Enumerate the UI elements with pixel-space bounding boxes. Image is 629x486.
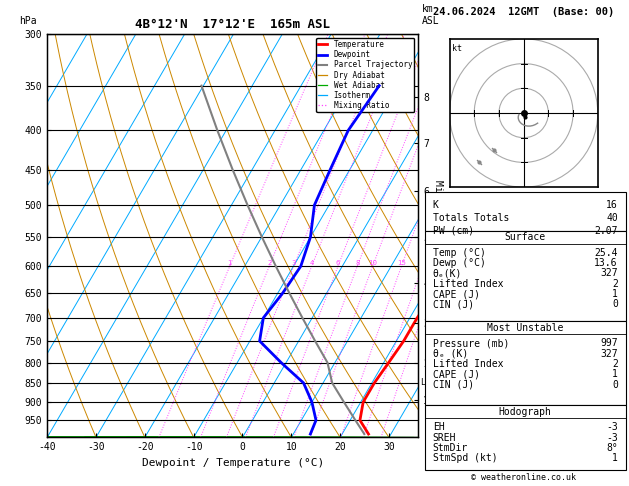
Text: 0: 0 (612, 299, 618, 310)
Text: CIN (J): CIN (J) (433, 380, 474, 389)
Text: km
ASL: km ASL (422, 4, 440, 26)
Text: Surface: Surface (504, 232, 546, 242)
Title: 4B°12'N  17°12'E  165m ASL: 4B°12'N 17°12'E 165m ASL (135, 18, 330, 32)
Text: EH: EH (433, 422, 444, 432)
Text: PW (cm): PW (cm) (433, 226, 474, 236)
Text: LCL: LCL (420, 378, 435, 387)
Text: 327: 327 (600, 268, 618, 278)
Text: 1: 1 (612, 289, 618, 299)
Text: © weatheronline.co.uk: © weatheronline.co.uk (471, 473, 576, 482)
Text: 2: 2 (612, 279, 618, 289)
Text: 1: 1 (228, 260, 232, 266)
Text: 997: 997 (600, 338, 618, 348)
Text: Pressure (mb): Pressure (mb) (433, 338, 509, 348)
Text: CAPE (J): CAPE (J) (433, 369, 480, 379)
Text: Most Unstable: Most Unstable (487, 323, 564, 332)
FancyBboxPatch shape (425, 192, 626, 231)
Text: 15: 15 (397, 260, 406, 266)
Text: kt: kt (452, 44, 462, 53)
Text: Lifted Index: Lifted Index (433, 279, 503, 289)
Text: 1: 1 (612, 369, 618, 379)
Text: StmDir: StmDir (433, 443, 468, 453)
Text: 40: 40 (606, 213, 618, 223)
Text: 13.6: 13.6 (594, 258, 618, 268)
X-axis label: Dewpoint / Temperature (°C): Dewpoint / Temperature (°C) (142, 458, 324, 468)
Text: StmSpd (kt): StmSpd (kt) (433, 453, 498, 463)
FancyBboxPatch shape (425, 321, 626, 405)
Text: 24.06.2024  12GMT  (Base: 00): 24.06.2024 12GMT (Base: 00) (433, 7, 615, 17)
Text: 6: 6 (336, 260, 340, 266)
FancyBboxPatch shape (425, 231, 626, 321)
Text: 25.4: 25.4 (594, 248, 618, 258)
Text: K: K (433, 200, 438, 210)
Text: 2.07: 2.07 (594, 226, 618, 236)
Text: θₑ (K): θₑ (K) (433, 348, 468, 359)
Text: 4: 4 (309, 260, 314, 266)
Text: 3: 3 (291, 260, 296, 266)
Text: Dewp (°C): Dewp (°C) (433, 258, 486, 268)
Y-axis label: Mixing Ratio (g/kg): Mixing Ratio (g/kg) (433, 180, 443, 292)
Text: θₑ(K): θₑ(K) (433, 268, 462, 278)
Text: -3: -3 (606, 422, 618, 432)
Text: 0: 0 (612, 380, 618, 389)
Text: 16: 16 (606, 200, 618, 210)
Text: 1: 1 (612, 453, 618, 463)
Text: Totals Totals: Totals Totals (433, 213, 509, 223)
Text: CIN (J): CIN (J) (433, 299, 474, 310)
Text: Temp (°C): Temp (°C) (433, 248, 486, 258)
FancyBboxPatch shape (425, 405, 626, 470)
Text: Lifted Index: Lifted Index (433, 359, 503, 369)
Text: 327: 327 (600, 348, 618, 359)
Legend: Temperature, Dewpoint, Parcel Trajectory, Dry Adiabat, Wet Adiabat, Isotherm, Mi: Temperature, Dewpoint, Parcel Trajectory… (316, 38, 415, 112)
Text: 2: 2 (612, 359, 618, 369)
Text: -3: -3 (606, 433, 618, 443)
Text: 2: 2 (267, 260, 272, 266)
Text: SREH: SREH (433, 433, 456, 443)
Text: hPa: hPa (19, 16, 37, 26)
Text: 10: 10 (368, 260, 377, 266)
Text: 8: 8 (355, 260, 360, 266)
Text: 8°: 8° (606, 443, 618, 453)
Text: Hodograph: Hodograph (499, 407, 552, 417)
Text: CAPE (J): CAPE (J) (433, 289, 480, 299)
